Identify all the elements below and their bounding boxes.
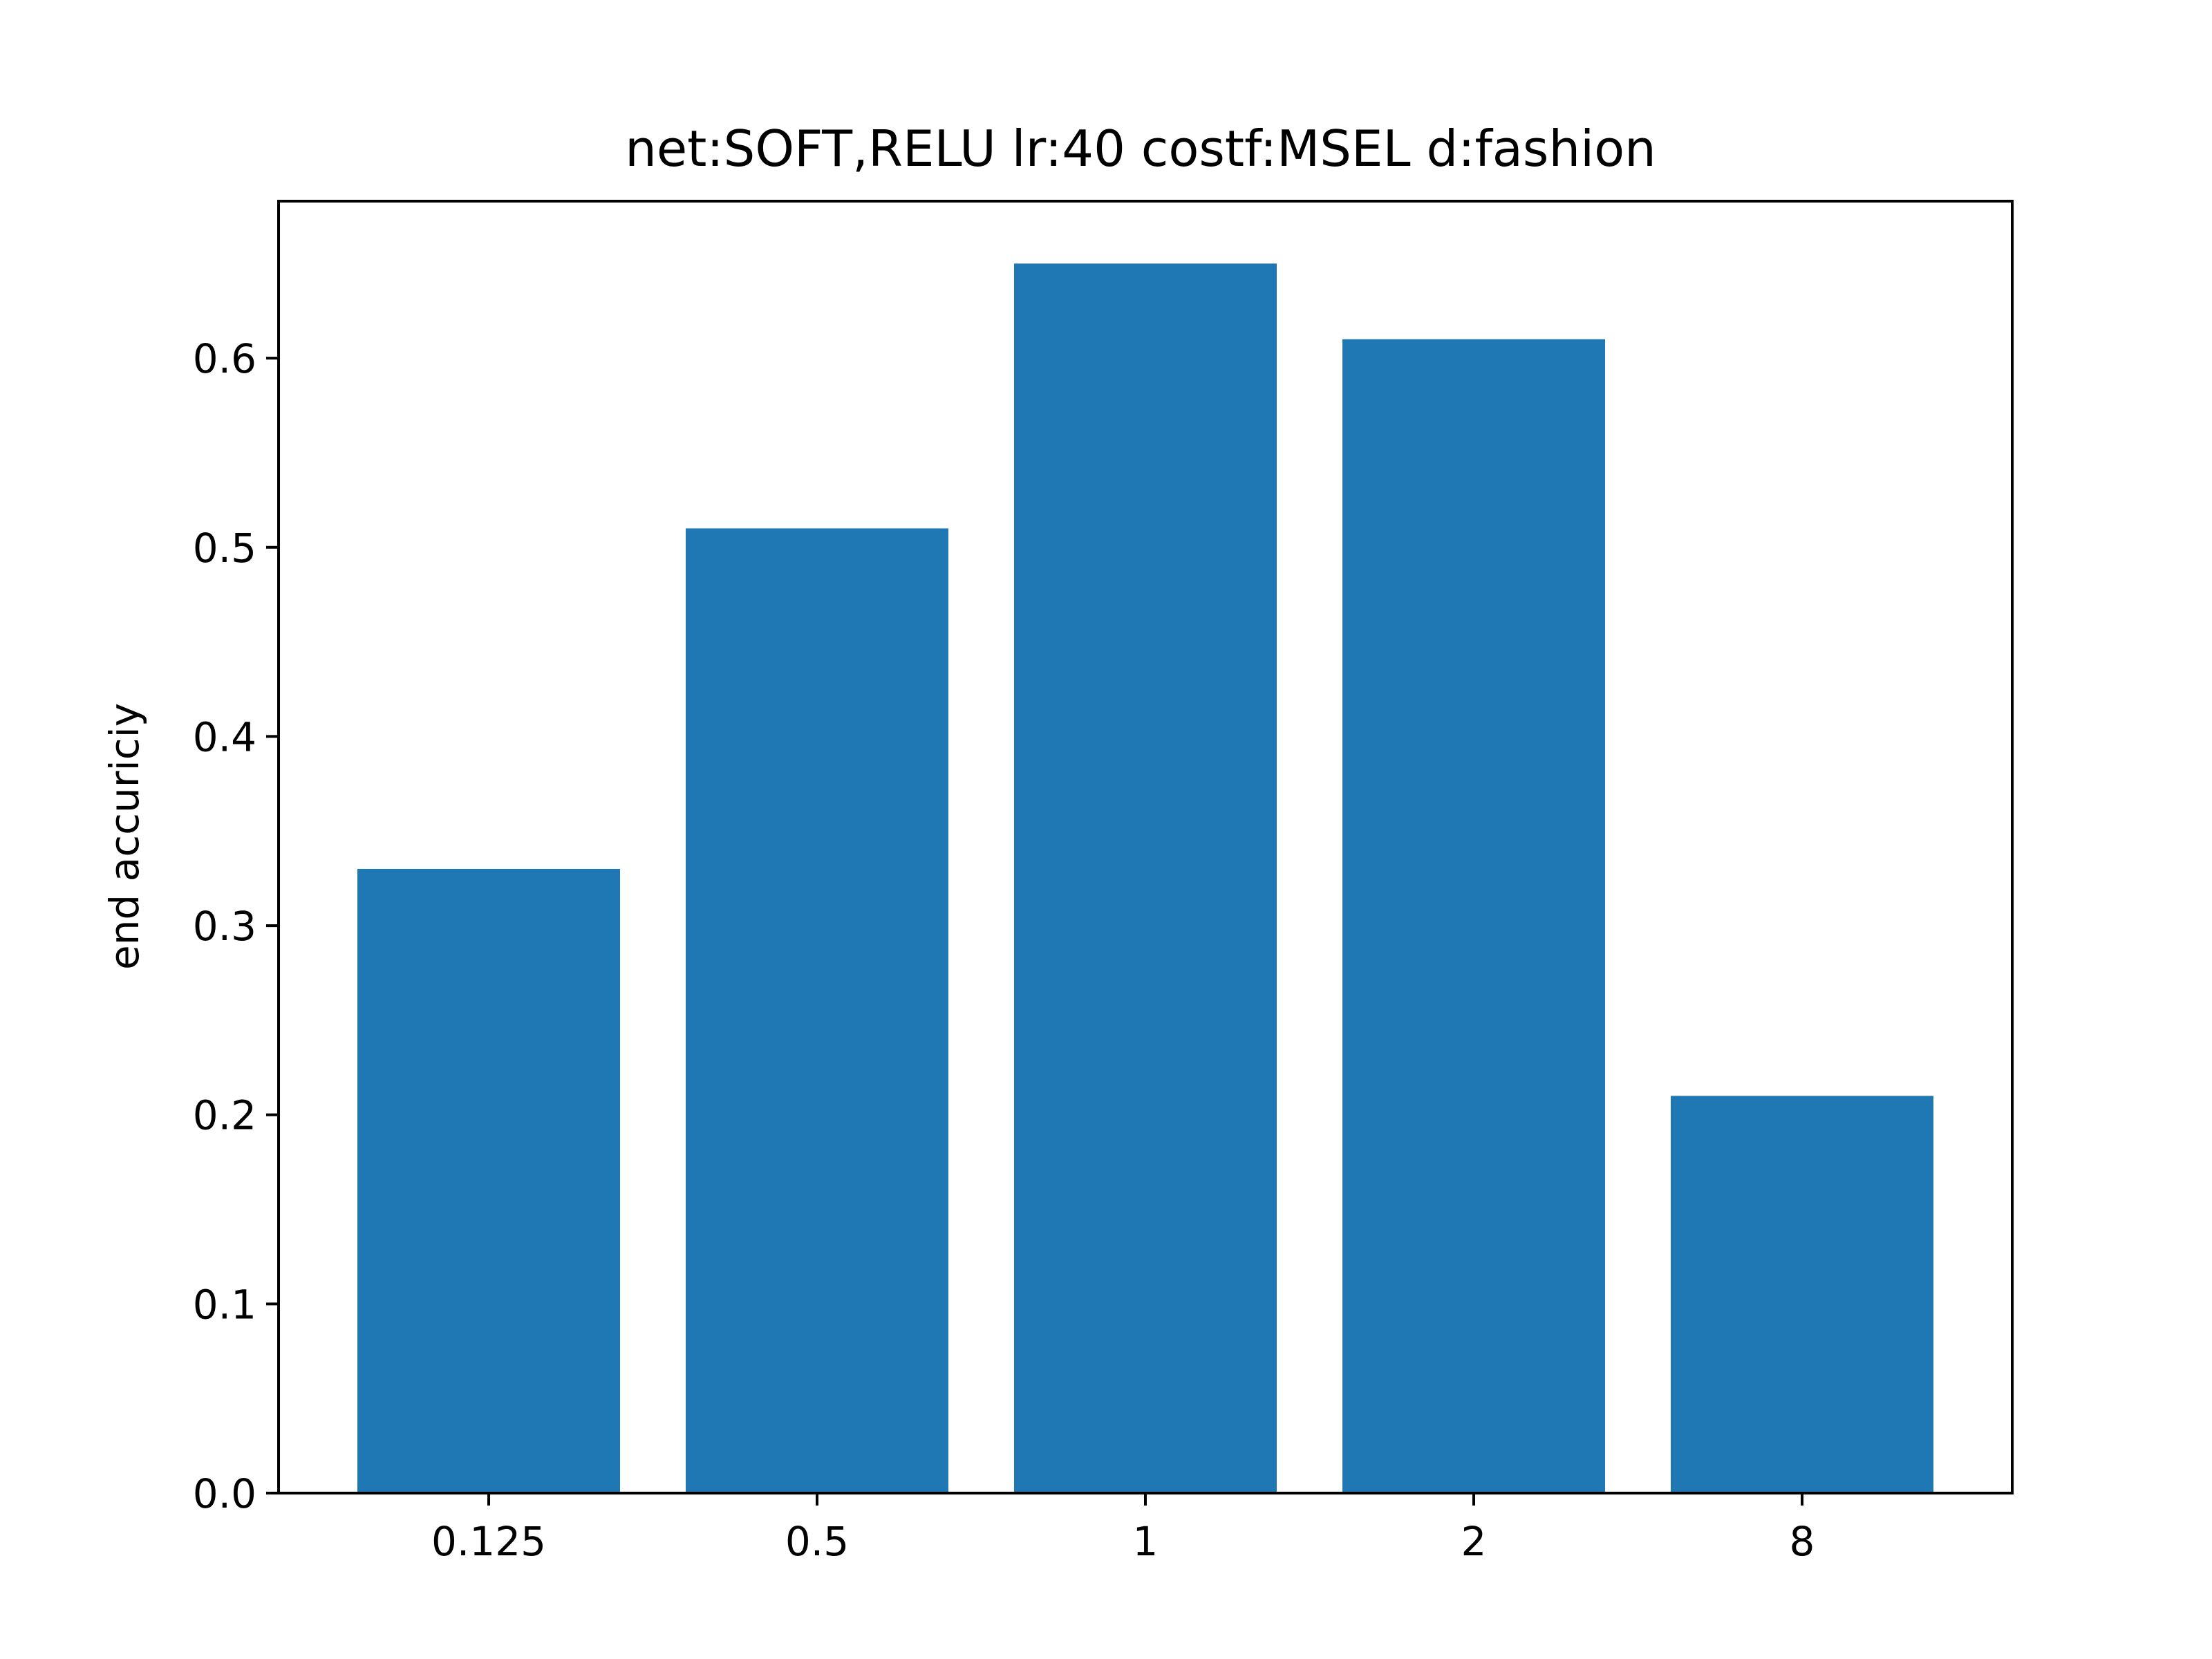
y-tick-label: 0.0: [193, 1470, 256, 1517]
bar-0.5: [686, 528, 948, 1494]
bar-2: [1342, 339, 1605, 1493]
x-tick-label: 0.125: [431, 1518, 546, 1565]
y-tick-label: 0.6: [193, 335, 256, 382]
x-tick-label: 1: [1133, 1518, 1159, 1565]
y-axis: 0.0 0.1 0.2 0.3 0.4 0.5 0.6: [193, 335, 279, 1517]
y-tick-label: 0.3: [193, 903, 256, 950]
x-tick-label: 8: [1790, 1518, 1815, 1565]
y-tick-label: 0.4: [193, 713, 256, 760]
bar-0.125: [357, 868, 620, 1493]
chart-title: net:SOFT,RELU lr:40 costf:MSEL d:fashion: [625, 120, 1656, 178]
x-axis: 0.125 0.5 1 2 8: [431, 1493, 1815, 1565]
bar-1: [1014, 263, 1277, 1493]
y-tick-label: 0.2: [193, 1092, 256, 1139]
y-tick-label: 0.1: [193, 1281, 256, 1328]
plot-frame: [277, 200, 2014, 1494]
bar-8: [1671, 1096, 1933, 1493]
x-tick-label: 2: [1461, 1518, 1487, 1565]
x-tick-label: 0.5: [785, 1518, 849, 1565]
y-tick-label: 0.5: [193, 525, 256, 572]
y-axis-label: end accuriciy: [101, 703, 148, 970]
bars-group: [357, 263, 1933, 1494]
